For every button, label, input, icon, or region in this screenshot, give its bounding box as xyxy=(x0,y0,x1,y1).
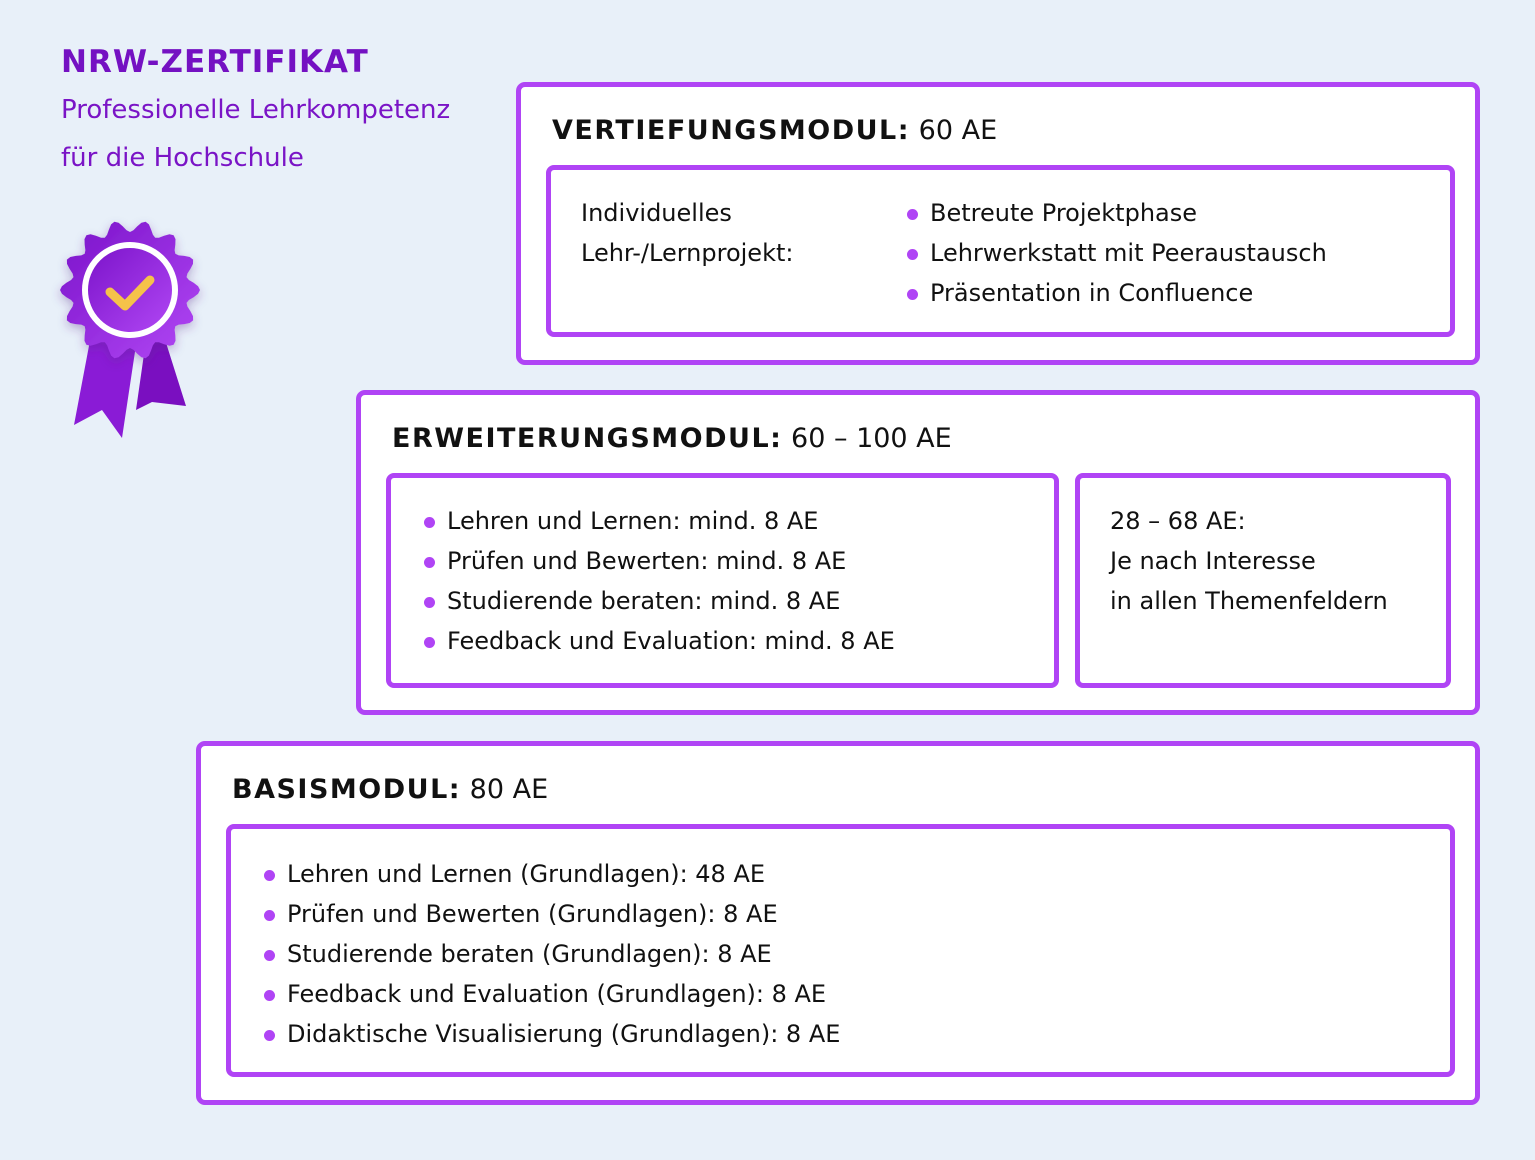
erweiterungsmodul-box: ERWEITERUNGSMODUL: 60 – 100 AE Lehren un… xyxy=(356,390,1480,715)
award-ribbon-checkmark-icon xyxy=(60,221,200,438)
module-hours: 80 AE xyxy=(469,774,549,805)
certificate-title: NRW-ZERTIFIKAT xyxy=(61,44,369,80)
list-item: Feedback und Evaluation (Grundlagen): 8 … xyxy=(264,974,840,1014)
list-item: Didaktische Visualisierung (Grundlagen):… xyxy=(264,1014,840,1054)
basismodul-box: BASISMODUL: 80 AE Lehren und Lernen (Gru… xyxy=(196,741,1480,1105)
list-item: Prüfen und Bewerten (Grundlagen): 8 AE xyxy=(264,894,840,934)
list-item: Lehren und Lernen: mind. 8 AE xyxy=(424,501,895,541)
elective-hours: 28 – 68 AE: xyxy=(1110,507,1246,535)
list-item: Prüfen und Bewerten: mind. 8 AE xyxy=(424,541,895,581)
module-name: ERWEITERUNGSMODUL: xyxy=(392,423,783,454)
list-item: Feedback und Evaluation: mind. 8 AE xyxy=(424,621,895,661)
list-item: Betreute Projektphase xyxy=(907,193,1327,233)
module-name: VERTIEFUNGSMODUL: xyxy=(552,115,911,146)
list-item: Lehren und Lernen (Grundlagen): 48 AE xyxy=(264,854,840,894)
module-hours: 60 AE xyxy=(918,115,998,146)
list-item: Lehrwerkstatt mit Peeraustausch xyxy=(907,233,1327,273)
vertiefung-list: Betreute Projektphase Lehrwerkstatt mit … xyxy=(907,193,1327,313)
vertiefung-content: Individuelles Lehr-/Lernprojekt: Betreut… xyxy=(546,165,1455,337)
elective-text-line1: Je nach Interesse xyxy=(1110,547,1316,575)
project-label-line2: Lehr-/Lernprojekt: xyxy=(581,239,794,267)
basis-list: Lehren und Lernen (Grundlagen): 48 AE Pr… xyxy=(264,854,840,1054)
certificate-subtitle-line1: Professionelle Lehrkompetenz xyxy=(61,95,451,125)
list-item: Studierende beraten: mind. 8 AE xyxy=(424,581,895,621)
erweiterung-elective: 28 – 68 AE: Je nach Interesse in allen T… xyxy=(1075,473,1451,688)
project-label-line1: Individuelles xyxy=(581,199,732,227)
vertiefungsmodul-box: VERTIEFUNGSMODUL: 60 AE Individuelles Le… xyxy=(516,82,1480,365)
certificate-subtitle-line2: für die Hochschule xyxy=(61,143,304,173)
module-name: BASISMODUL: xyxy=(232,774,462,805)
basis-content: Lehren und Lernen (Grundlagen): 48 AE Pr… xyxy=(226,824,1455,1077)
elective-text-line2: in allen Themenfeldern xyxy=(1110,587,1388,615)
list-item: Studierende beraten (Grundlagen): 8 AE xyxy=(264,934,840,974)
list-item: Präsentation in Confluence xyxy=(907,273,1327,313)
erweiterung-list: Lehren und Lernen: mind. 8 AE Prüfen und… xyxy=(424,501,895,661)
module-hours: 60 – 100 AE xyxy=(791,423,952,454)
erweiterung-required: Lehren und Lernen: mind. 8 AE Prüfen und… xyxy=(386,473,1059,688)
